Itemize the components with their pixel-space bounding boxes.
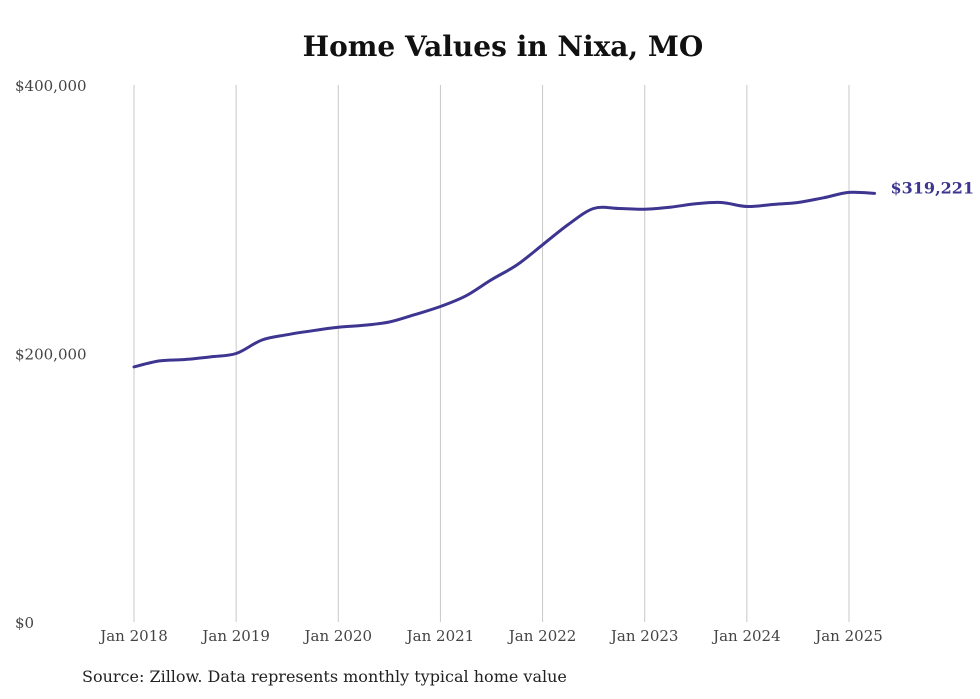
source-note: Source: Zillow. Data represents monthly …: [82, 667, 567, 686]
x-tick-label: Jan 2024: [711, 627, 781, 645]
end-value-label: $319,221: [891, 178, 975, 197]
x-tick-label: Jan 2019: [200, 627, 270, 645]
x-tick-label: Jan 2023: [609, 627, 679, 645]
series-line: [132, 190, 876, 369]
x-tick-label: Jan 2021: [405, 627, 475, 645]
x-axis: Jan 2018 Jan 2019 Jan 2020 Jan 2021 Jan 2022…: [98, 627, 883, 645]
y-tick-label: $200,000: [15, 346, 87, 364]
annotation-layer: $319,221: [891, 178, 975, 197]
x-tick-label: Jan 2018: [98, 627, 168, 645]
y-axis: $0 $200,000 $400,000: [15, 77, 87, 632]
x-tick-label: Jan 2022: [507, 627, 577, 645]
y-tick-label: $0: [15, 614, 34, 632]
x-tick-label: Jan 2020: [303, 627, 373, 645]
gridlines: [133, 85, 850, 622]
y-tick-label: $400,000: [15, 77, 87, 95]
chart-title: Home Values in Nixa, MO: [302, 30, 704, 63]
series-layer: [132, 190, 876, 369]
x-tick-label: Jan 2025: [813, 627, 883, 645]
